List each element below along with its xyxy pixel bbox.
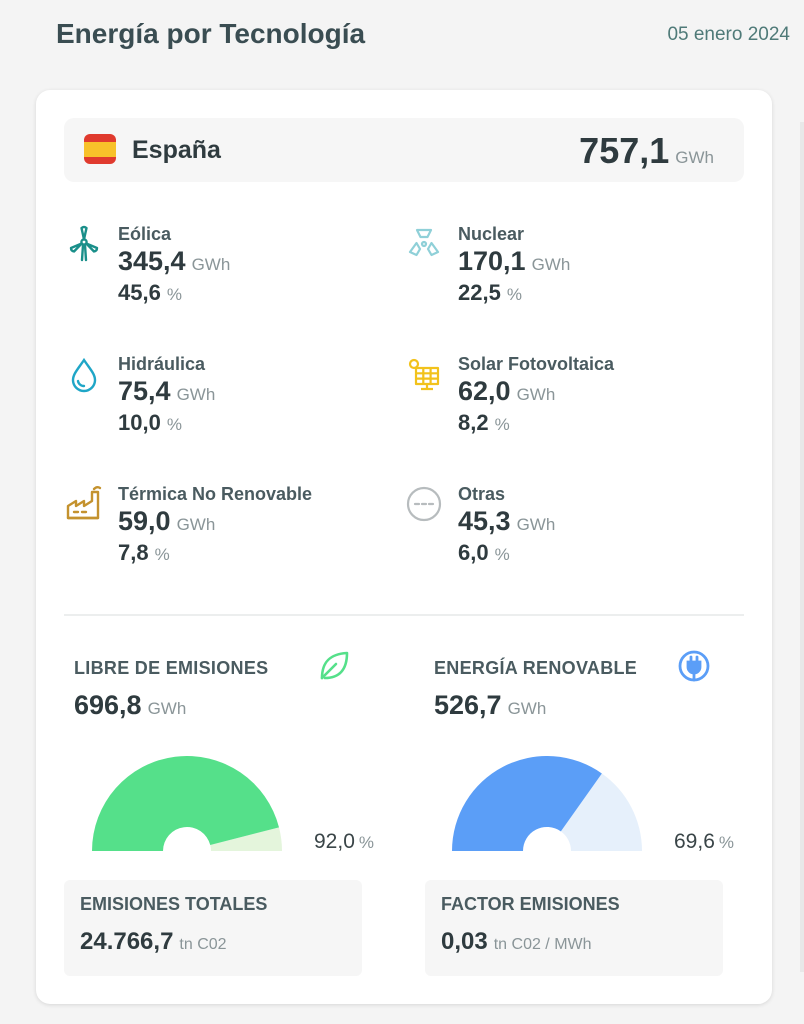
- tech-name: Solar Fotovoltaica: [458, 354, 615, 374]
- tech-percent-unit: %: [166, 415, 182, 434]
- page-title: Energía por Tecnología: [56, 18, 366, 49]
- tech-value: 62,0 GWh: [458, 376, 555, 407]
- wind-turbine-icon: [69, 225, 99, 262]
- renewable-gauge: [452, 756, 642, 851]
- tech-value-number: 59,0: [118, 506, 171, 536]
- tech-percent-number: 6,0: [458, 540, 489, 565]
- tech-item-hidraulica[interactable]: Hidráulica 75,4 GWh 10,0%: [64, 354, 364, 454]
- section-divider: [64, 614, 744, 616]
- tech-name: Eólica: [118, 224, 172, 244]
- plug-icon: [678, 650, 710, 682]
- total-emissions-title: EMISIONES TOTALES: [80, 894, 268, 914]
- emission-free-percent-unit: %: [358, 833, 374, 852]
- tech-item-solar[interactable]: Solar Fotovoltaica 62,0 GWh 8,2%: [404, 354, 704, 454]
- tech-percent-unit: %: [494, 545, 510, 564]
- date-label[interactable]: 05 enero 2024: [667, 24, 790, 45]
- emission-free-gauge: [92, 756, 282, 851]
- tech-item-nuclear[interactable]: Nuclear 170,1 GWh 22,5%: [404, 224, 704, 324]
- country-name: España: [132, 136, 221, 164]
- tech-percent: 10,0%: [118, 410, 182, 436]
- tech-name: Otras: [458, 484, 506, 504]
- tech-value-unit: GWh: [516, 515, 556, 534]
- total-unit: GWh: [675, 148, 714, 167]
- emission-factor-box: FACTOR EMISIONES 0,03 tn C02 / MWh: [425, 880, 723, 976]
- tech-percent: 22,5%: [458, 280, 522, 306]
- nuclear-icon: [408, 228, 440, 257]
- gauge-fill: [92, 756, 280, 851]
- emission-free-percent: 92,0%: [314, 830, 374, 854]
- emission-free-unit: GWh: [147, 699, 187, 718]
- total-emissions-box: EMISIONES TOTALES 24.766,7 tn C02: [64, 880, 362, 976]
- tech-percent-unit: %: [154, 545, 170, 564]
- tech-value-unit: GWh: [176, 385, 216, 404]
- leaf-icon: [320, 651, 349, 680]
- factory-icon: [66, 486, 102, 520]
- tech-value-number: 45,3: [458, 506, 511, 536]
- tech-percent-number: 8,2: [458, 410, 489, 435]
- tech-item-termica[interactable]: Térmica No Renovable 59,0 GWh 7,8%: [64, 484, 364, 584]
- tech-value-unit: GWh: [516, 385, 556, 404]
- emission-free-number: 696,8: [74, 690, 142, 720]
- tech-percent-number: 7,8: [118, 540, 149, 565]
- renewable-percent-number: 69,6: [674, 830, 715, 853]
- tech-value-unit: GWh: [531, 255, 571, 274]
- other-icon: [406, 486, 442, 522]
- next-card-edge: [800, 122, 804, 972]
- tech-percent-number: 45,6: [118, 280, 161, 305]
- tech-name: Térmica No Renovable: [118, 484, 313, 504]
- tech-value: 59,0 GWh: [118, 506, 215, 537]
- renewable-percent-unit: %: [718, 833, 734, 852]
- tech-percent: 8,2%: [458, 410, 510, 436]
- tech-value: 45,3 GWh: [458, 506, 555, 537]
- tech-percent-unit: %: [506, 285, 522, 304]
- emission-factor-value: 0,03 tn C02 / MWh: [441, 928, 592, 956]
- renewable-percent: 69,6%: [674, 830, 734, 854]
- total-emissions-unit: tn C02: [179, 936, 227, 953]
- total-emissions-value: 24.766,7 tn C02: [80, 928, 227, 956]
- tech-name: Hidráulica: [118, 354, 206, 374]
- tech-value-number: 170,1: [458, 246, 526, 276]
- renewable-value: 526,7 GWh: [434, 690, 546, 721]
- water-drop-icon: [71, 357, 97, 393]
- tech-percent-unit: %: [166, 285, 182, 304]
- energy-card: España 757,1 GWh Eólica 345,4 GWh 45,6%: [36, 90, 772, 1004]
- tech-value-number: 345,4: [118, 246, 186, 276]
- tech-value-number: 75,4: [118, 376, 171, 406]
- gauge-fill: [452, 756, 602, 851]
- emission-free-value: 696,8 GWh: [74, 690, 186, 721]
- tech-value: 345,4 GWh: [118, 246, 230, 277]
- gauge-track: [560, 773, 642, 851]
- total-generation: 757,1 GWh: [579, 130, 714, 172]
- total-value: 757,1: [579, 130, 670, 171]
- tech-name: Nuclear: [458, 224, 525, 244]
- emission-free-percent-number: 92,0: [314, 830, 355, 853]
- tech-percent: 45,6%: [118, 280, 182, 306]
- tech-item-otras[interactable]: Otras 45,3 GWh 6,0%: [404, 484, 704, 584]
- tech-percent: 7,8%: [118, 540, 170, 566]
- spain-flag-icon: [84, 134, 116, 164]
- renewable-title: ENERGÍA RENOVABLE: [434, 658, 638, 678]
- gauge-track: [210, 827, 282, 851]
- tech-percent-number: 10,0: [118, 410, 161, 435]
- tech-value-unit: GWh: [191, 255, 231, 274]
- country-summary: España 757,1 GWh: [64, 118, 744, 182]
- emission-factor-unit: tn C02 / MWh: [493, 936, 592, 953]
- emission-factor-title: FACTOR EMISIONES: [441, 894, 620, 914]
- emission-factor-number: 0,03: [441, 928, 488, 955]
- tech-value-unit: GWh: [176, 515, 216, 534]
- tech-value-number: 62,0: [458, 376, 511, 406]
- tech-percent-number: 22,5: [458, 280, 501, 305]
- tech-percent-unit: %: [494, 415, 510, 434]
- solar-panel-icon: [408, 358, 440, 391]
- tech-percent: 6,0%: [458, 540, 510, 566]
- renewable-unit: GWh: [507, 699, 547, 718]
- tech-item-eolica[interactable]: Eólica 345,4 GWh 45,6%: [64, 224, 364, 324]
- total-emissions-number: 24.766,7: [80, 928, 174, 955]
- renewable-number: 526,7: [434, 690, 502, 720]
- tech-value: 75,4 GWh: [118, 376, 215, 407]
- tech-value: 170,1 GWh: [458, 246, 570, 277]
- emission-free-title: LIBRE DE EMISIONES: [74, 658, 269, 678]
